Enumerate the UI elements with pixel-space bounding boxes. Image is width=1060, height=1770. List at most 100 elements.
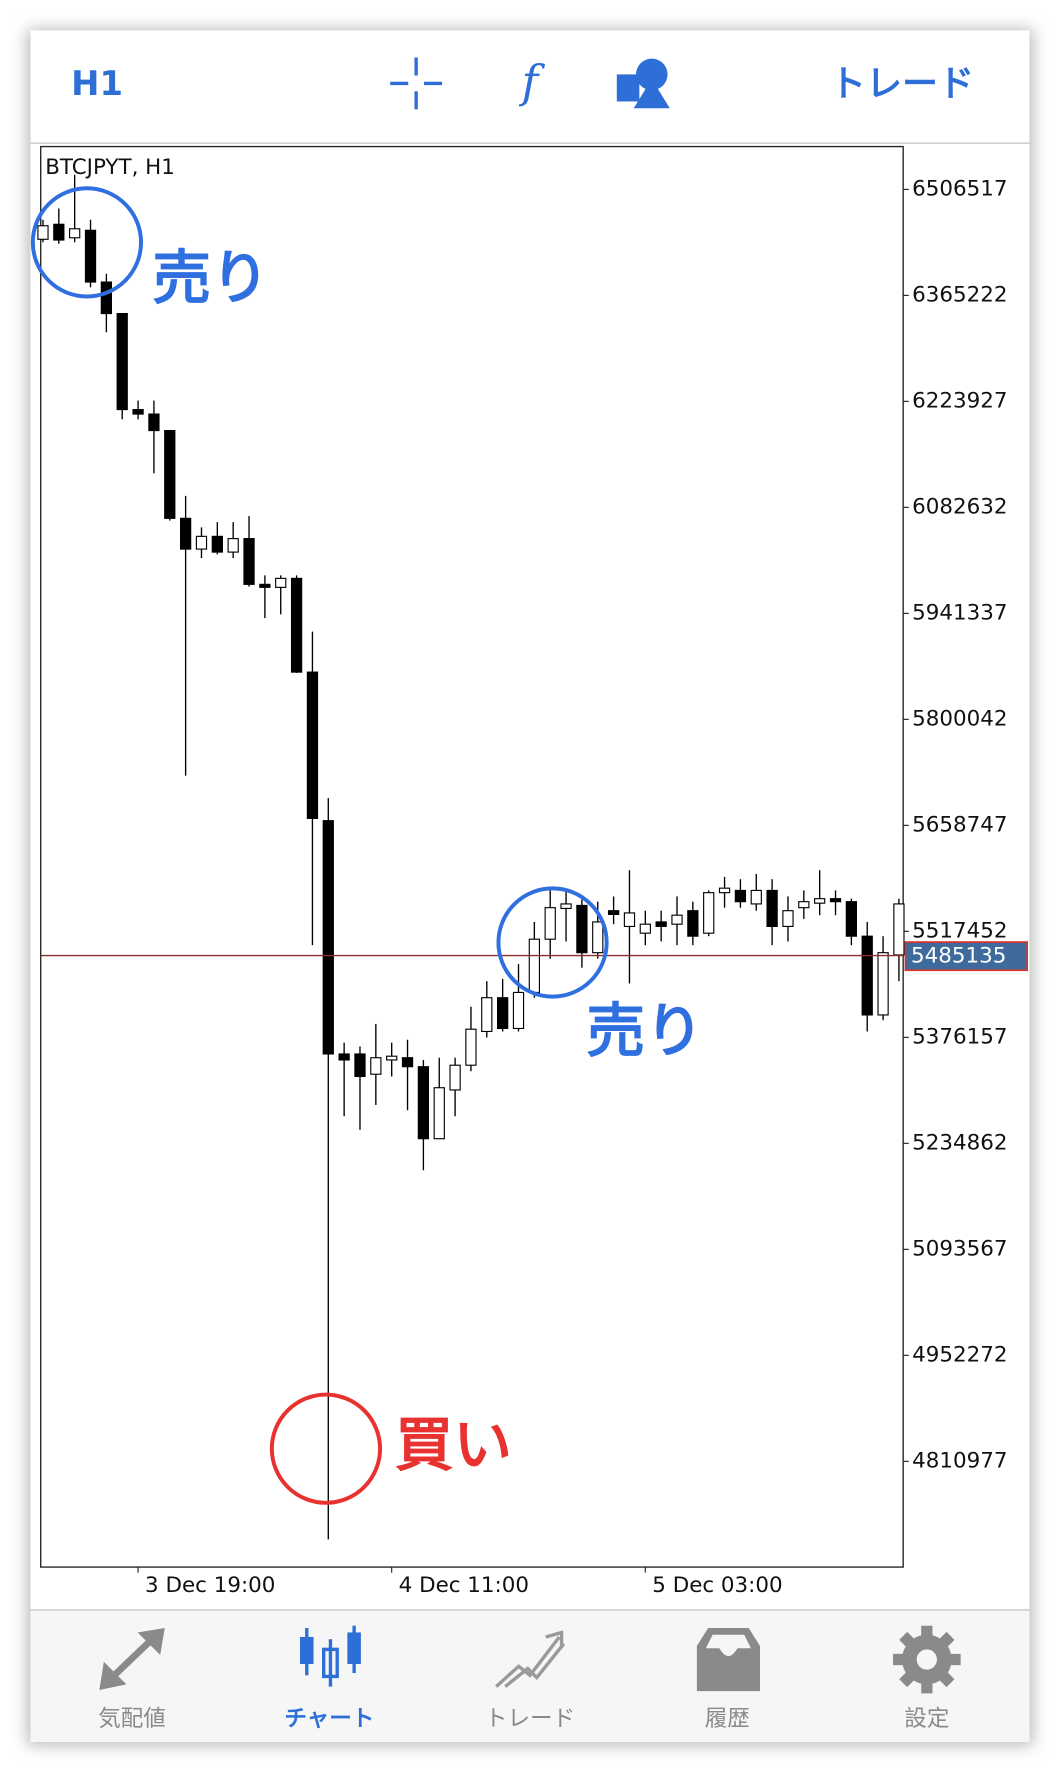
candle-body [465,1028,477,1066]
x-tick-label: 5 Dec 03:00 [652,1573,782,1598]
tab-label[interactable]: トレード [485,1706,575,1732]
candle-body [623,912,636,927]
candle-body [386,1055,398,1061]
y-tick-label: 5941337 [912,600,1007,625]
candle-body [671,914,683,925]
candle-body [893,903,905,956]
tab-bar: 気配値 チャート トレード 履歴 設定 [30,1609,1030,1742]
candle-body [861,935,873,1016]
x-tick-label: 3 Dec 19:00 [145,1573,275,1598]
candle-body [750,889,762,905]
price-label: 5485135 [911,944,1006,969]
candle-body [164,430,176,519]
annotation-label: 売り [152,244,269,312]
candle-body [53,223,65,241]
candle-body [607,910,620,915]
y-tick-label: 4952272 [912,1342,1007,1367]
x-tick-label: 4 Dec 11:00 [399,1573,529,1598]
candle-body [290,577,303,673]
candle-body [148,413,160,432]
quotes-icon [99,1627,165,1690]
annotation-circle [496,886,609,999]
candle-body [497,997,509,1030]
trade-icon [495,1630,566,1688]
candle-body [69,228,81,239]
candle-body [116,312,128,411]
chart: BTCJPYT, H1 6506517 6365222 6223927 6082632… [30,145,1029,1598]
candle-body [798,901,810,909]
candle-body [766,889,778,927]
candle-body [322,820,334,1055]
candle-body [576,904,588,954]
tab-label[interactable]: 気配値 [98,1706,166,1732]
candle-body [401,1057,414,1068]
candle-body [259,583,271,588]
candle-body [370,1057,382,1075]
candle-body [227,538,239,553]
y-tick-label: 6223927 [912,388,1007,413]
candle-body [544,907,556,940]
candle-body [734,889,747,903]
tab-label[interactable]: 設定 [904,1706,949,1732]
candle-body [814,898,826,904]
tab-label[interactable]: 履歴 [705,1706,750,1732]
y-tick-label: 5093567 [912,1236,1007,1261]
candle-body [877,952,889,1016]
candle-body [275,577,287,588]
candle-body [100,281,113,315]
candle-body [433,1087,445,1140]
candle-body [718,887,731,894]
objects-button[interactable] [616,58,670,109]
y-tick-label: 5376157 [912,1024,1007,1049]
y-tick-label: 5234862 [912,1130,1007,1155]
settings-icon [893,1625,961,1694]
candle-body [417,1066,430,1140]
candle-body [782,910,794,927]
candle-body [845,901,858,937]
trade-button[interactable]: トレード [830,63,974,105]
candle-body [512,991,525,1030]
candle-body [338,1053,350,1061]
candle-body [687,910,699,937]
candle-body [639,923,651,934]
annotation-circle [269,1392,383,1505]
candle-body [528,938,540,994]
tab-label[interactable]: チャート [284,1706,374,1732]
annotation-label: 買い [395,1411,512,1479]
y-tick-label: 5658747 [912,812,1007,837]
candle-body [84,229,97,283]
candle-body [354,1053,366,1078]
plot-frame [40,145,904,1568]
candle-body [37,225,49,240]
annotation-label: 売り [586,997,703,1065]
y-tick-label: 5517452 [912,918,1007,943]
timeframe-button[interactable]: H1 [71,64,123,103]
candle-body [306,671,319,819]
chart-title: BTCJPYT, H1 [45,155,175,180]
candle-body [655,921,667,927]
candle-body [211,535,223,553]
candle-body [195,535,208,550]
candle-body [829,898,842,903]
candle-body [592,921,604,954]
candle-body [560,903,572,909]
candle-body [179,517,192,550]
annotation-circle [30,186,144,299]
crosshair-button[interactable] [390,57,443,110]
price-label-bg [904,941,1029,972]
y-tick-label: 6506517 [912,176,1007,201]
candle-body [703,892,715,934]
history-icon [696,1627,760,1692]
candle-body [243,538,255,585]
chart-icon [300,1625,361,1687]
y-tick-label: 6082632 [912,494,1007,519]
y-tick-label: 6365222 [912,282,1007,307]
toolbar: H1 f トレード [30,55,1030,145]
candle-body [132,409,144,415]
y-tick-label: 5800042 [912,706,1007,731]
candle-body [449,1064,461,1091]
candle-body [481,997,493,1033]
y-tick-label: 4810977 [912,1448,1007,1473]
